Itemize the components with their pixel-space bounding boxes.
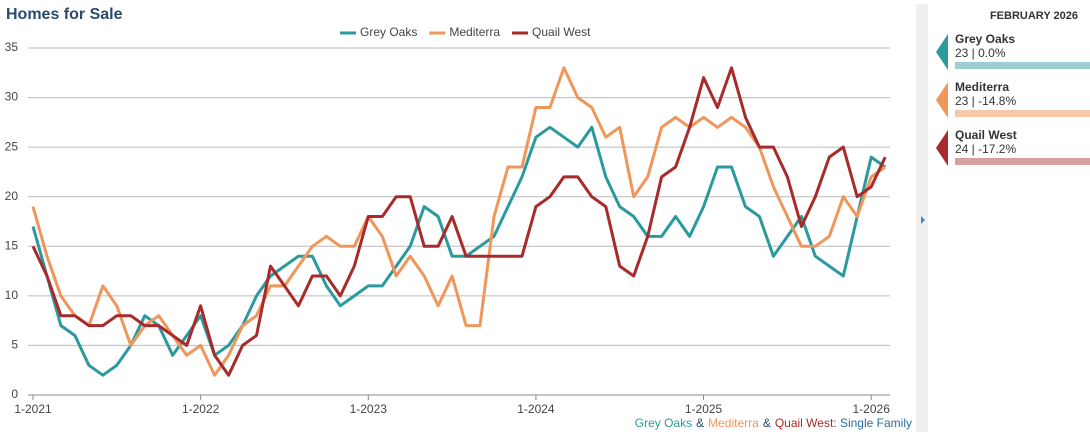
caption-separator: & [696,416,704,430]
toggle-arrow[interactable] [921,216,925,224]
y-tick-label: 20 [5,189,19,203]
panel-value: 23 | -14.8% [955,94,1016,108]
panel-name: Quail West [955,128,1017,142]
x-tick-label: 1-2022 [182,402,220,416]
panel-bar [955,110,1090,117]
x-tick-label: 1-2021 [14,402,52,416]
caption-suffix: : Single Family [833,416,912,430]
panel-value: 23 | 0.0% [955,46,1006,60]
legend-label: Quail West [532,25,591,39]
panel-name: Mediterra [955,80,1009,94]
y-tick-label: 0 [11,387,18,401]
caption-series: Grey Oaks [635,416,692,430]
x-tick-label: 1-2023 [350,402,388,416]
caption: Grey Oaks & Mediterra & Quail West: Single F… [635,416,912,430]
panel-bar [955,158,1090,165]
panel-value: 24 | -17.2% [955,142,1016,156]
y-tick-label: 25 [5,139,19,153]
caption-separator: & [763,416,771,430]
y-tick-label: 10 [5,288,19,302]
panel-title: FEBRUARY 2026 [990,10,1078,22]
panel-marker [936,82,948,118]
panel-marker [936,34,948,70]
y-tick-label: 35 [5,40,19,54]
y-tick-label: 15 [5,238,19,252]
x-tick-label: 1-2024 [517,402,555,416]
y-tick-label: 30 [5,90,19,104]
series-line [31,125,887,377]
x-tick-label: 1-2026 [853,402,891,416]
y-tick-label: 5 [11,338,18,352]
panel-bar [955,62,1090,69]
caption-series: Mediterra [708,416,759,430]
legend-label: Grey Oaks [360,25,417,39]
panel-marker [936,130,948,166]
x-tick-label: 1-2025 [685,402,723,416]
panel-name: Grey Oaks [955,32,1015,46]
caption-series: Quail West [775,416,834,430]
legend-label: Mediterra [449,25,500,39]
series-line [31,66,887,377]
chart-title: Homes for Sale [6,6,123,23]
